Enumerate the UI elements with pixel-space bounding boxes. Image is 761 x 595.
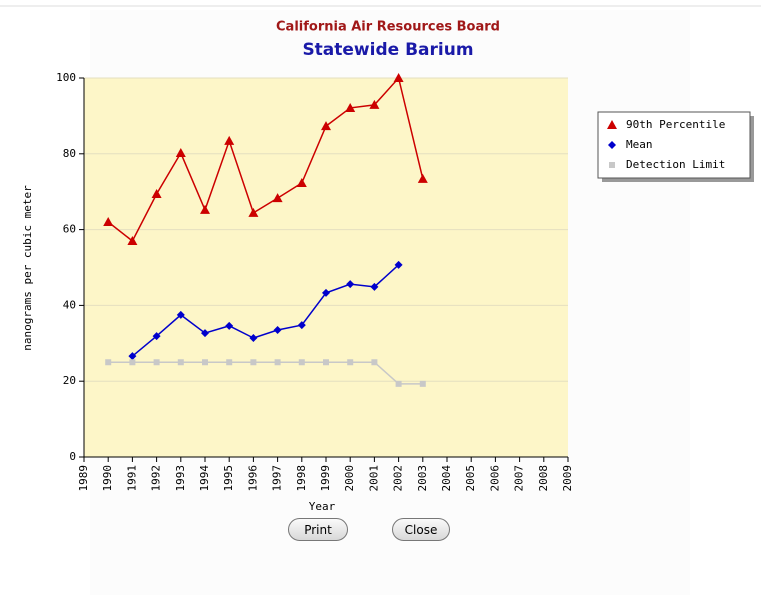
y-axis-label: nanograms per cubic meter [21,185,34,351]
series-line [108,361,423,385]
y-tick-label: 40 [63,298,76,311]
point-marker [129,359,136,366]
point-marker [607,120,617,129]
print-button[interactable]: Print [288,518,348,541]
y-tick-label: 80 [63,147,76,160]
x-tick-label: 1999 [319,465,332,492]
close-button[interactable]: Close [392,518,450,541]
point-marker [272,193,283,203]
point-marker [103,217,114,227]
y-tick-label: 20 [63,374,76,387]
point-marker [370,282,379,291]
x-tick-label: 2003 [416,465,429,492]
point-marker [323,359,329,366]
x-tick-label: 2004 [440,465,453,492]
point-marker [608,141,616,149]
point-marker [274,359,281,366]
x-tick-label: 1992 [150,465,163,492]
x-tick-label: 2005 [464,465,477,492]
point-marker [225,321,234,330]
x-tick-label: 2002 [392,465,405,492]
plot-area [84,78,568,457]
legend-label: Mean [626,138,653,151]
point-marker [226,359,233,366]
x-tick-label: 2000 [343,465,356,492]
legend: 90th Percentile Mean Detection Limit [597,111,754,182]
point-marker [177,359,184,366]
x-tick-label: 2001 [367,465,380,492]
point-marker [369,99,380,109]
y-tick-label: 0 [69,450,76,463]
point-marker [296,177,307,187]
point-marker [128,352,137,361]
point-marker [151,188,162,198]
point-marker [419,380,426,387]
point-marker [609,162,615,168]
point-marker [248,207,259,217]
series-line [131,264,400,357]
point-marker [202,359,208,366]
point-marker [417,173,428,183]
point-marker [152,332,161,341]
point-marker [347,359,354,366]
point-marker [273,326,282,335]
legend-label: Detection Limit [626,158,725,171]
point-marker [200,204,210,214]
legend-box [597,111,751,179]
x-tick-label: 1993 [174,465,187,492]
x-tick-label: 2006 [488,465,501,492]
point-marker [176,310,185,319]
point-marker [394,260,403,269]
point-marker [345,102,356,112]
point-marker [250,359,257,366]
x-tick-label: 1998 [295,465,308,492]
x-tick-label: 1997 [271,465,284,492]
x-tick-label: 2009 [561,465,574,492]
point-marker [153,359,160,366]
x-tick-label: 1990 [101,465,114,492]
x-axis-label: Year [309,500,336,513]
point-marker [393,73,404,82]
point-marker [249,333,258,342]
x-tick-label: 1996 [246,465,259,492]
point-marker [105,359,112,366]
chart-subtitle: Statewide Barium [302,40,473,60]
series-line [107,76,424,243]
point-marker [371,359,378,366]
chart-title: California Air Resources Board [276,20,500,35]
x-tick-label: 2008 [537,465,550,492]
point-marker [201,329,209,338]
y-tick-label: 100 [56,71,76,84]
point-marker [298,359,305,366]
x-tick-label: 1994 [198,465,211,492]
point-marker [297,321,306,330]
point-marker [127,235,138,245]
x-tick-label: 2007 [513,465,526,492]
point-marker [321,121,331,131]
legend-label: 90th Percentile [626,118,725,131]
point-marker [224,135,235,145]
point-marker [346,280,355,289]
x-tick-label: 1989 [77,465,90,492]
point-marker [175,148,186,158]
y-tick-label: 60 [63,223,76,236]
x-tick-label: 1995 [222,465,235,492]
point-marker [322,288,330,297]
x-tick-label: 1991 [125,465,138,492]
point-marker [395,380,402,387]
